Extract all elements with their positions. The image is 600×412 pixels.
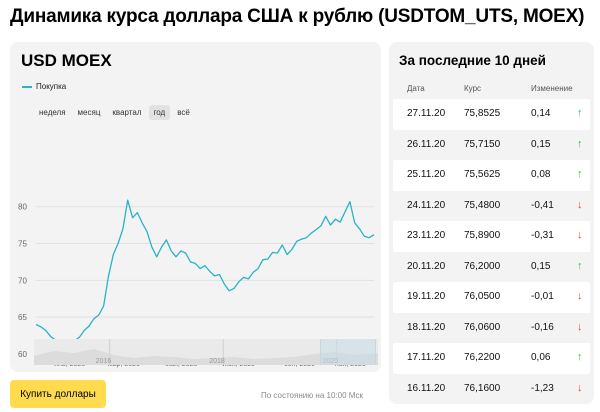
arrow-down-icon: ↓ — [577, 229, 583, 241]
last-10-days-card: За последние 10 дней Дата Курс Изменение… — [389, 42, 594, 404]
table-row: 23.11.20 75,8900 -0,31 ↓ — [393, 221, 590, 252]
row-change: -0,16 — [531, 321, 554, 333]
navigator-year-label: 2016 — [96, 358, 112, 365]
row-date: 18.11.20 — [407, 321, 446, 333]
table-row: 19.11.20 76,0500 -0,01 ↓ — [393, 282, 590, 313]
row-date: 16.11.20 — [407, 382, 446, 394]
chart-title: USD MOEX — [21, 51, 112, 70]
arrow-down-icon: ↓ — [577, 320, 583, 333]
row-change: 0,08 — [531, 169, 551, 180]
row-rate: 75,8900 — [464, 230, 501, 241]
y-tick-label: 75 — [18, 240, 27, 249]
arrow-up-icon: ↑ — [577, 259, 583, 272]
period-selector: неделя месяц квартал год всё — [34, 105, 195, 120]
row-rate: 75,4800 — [464, 199, 501, 211]
navigator-area — [34, 349, 378, 365]
row-change: 0,06 — [531, 352, 551, 363]
table-row: 17.11.20 76,2200 0,06 ↑ — [393, 343, 590, 374]
period-month[interactable]: месяц — [77, 108, 101, 117]
row-date: 25.11.20 — [407, 169, 446, 180]
table-row: 27.11.20 75,8525 0,14 ↑ — [393, 99, 590, 130]
row-date: 17.11.20 — [407, 352, 446, 363]
arrow-up-icon: ↑ — [577, 137, 583, 150]
y-tick-label: 60 — [18, 350, 27, 359]
header-change: Изменение — [531, 84, 573, 93]
table-row: 18.11.20 76,0600 -0,16 ↓ — [393, 313, 590, 344]
navigator-range-handle[interactable] — [320, 339, 376, 365]
y-tick-label: 80 — [18, 203, 27, 212]
period-week[interactable]: неделя — [39, 108, 66, 117]
header-date: Дата — [407, 84, 425, 93]
table-title: За последние 10 дней — [399, 53, 546, 68]
period-all[interactable]: всё — [177, 108, 190, 117]
table-row: 25.11.20 75,5625 0,08 ↑ — [393, 160, 590, 191]
arrow-down-icon: ↓ — [577, 198, 583, 211]
navigator-year-label: 2018 — [209, 358, 225, 365]
y-tick-label: 65 — [18, 313, 27, 322]
period-year[interactable]: год — [148, 105, 171, 120]
y-tick-label: 70 — [18, 276, 27, 285]
row-change: 0,15 — [531, 138, 551, 150]
row-date: 19.11.20 — [407, 291, 446, 302]
arrow-up-icon: ↑ — [577, 168, 583, 180]
usd-line-chart[interactable]: 6065707580янв, 2020мар, 2020май, 2020июл… — [10, 42, 381, 372]
buy-dollars-button[interactable]: Купить доллары — [10, 380, 106, 408]
table-row: 26.11.20 75,7150 0,15 ↑ — [393, 130, 590, 161]
row-date: 20.11.20 — [407, 260, 446, 272]
row-change: 0,14 — [531, 108, 551, 119]
series-line[interactable] — [35, 199, 375, 348]
row-rate: 76,2000 — [464, 260, 501, 272]
row-change: -0,01 — [531, 291, 554, 302]
arrow-down-icon: ↓ — [577, 290, 583, 302]
row-change: -1,23 — [531, 382, 554, 394]
arrow-up-icon: ↑ — [577, 351, 583, 363]
chart-navigator[interactable]: 201620182020 — [34, 339, 378, 365]
status-text: По состоянию на 10:00 Мск — [261, 391, 364, 400]
row-date: 23.11.20 — [407, 230, 446, 241]
row-rate: 75,5625 — [464, 169, 501, 180]
row-change: -0,41 — [531, 199, 554, 211]
header-rate: Курс — [464, 84, 482, 93]
table-header: Дата Курс Изменение — [389, 82, 594, 98]
row-date: 27.11.20 — [407, 108, 446, 119]
rate-table: 27.11.20 75,8525 0,14 ↑ 26.11.20 75,7150 0,15… — [393, 99, 590, 404]
period-quarter[interactable]: квартал — [112, 108, 142, 117]
row-date: 26.11.20 — [407, 138, 446, 150]
table-row: 16.11.20 76,1600 -1,23 ↓ — [393, 374, 590, 405]
page-title: Динамика курса доллара США к рублю (USDT… — [10, 6, 585, 27]
table-row: 20.11.20 76,2000 0,15 ↑ — [393, 252, 590, 283]
chart-legend[interactable]: Покупка — [22, 82, 66, 91]
row-rate: 76,0500 — [464, 291, 501, 302]
table-row: 24.11.20 75,4800 -0,41 ↓ — [393, 191, 590, 222]
row-rate: 76,0600 — [464, 321, 501, 333]
arrow-down-icon: ↓ — [577, 381, 583, 394]
row-date: 24.11.20 — [407, 199, 446, 211]
row-change: 0,15 — [531, 260, 551, 272]
arrow-up-icon: ↑ — [577, 107, 583, 119]
row-change: -0,31 — [531, 230, 554, 241]
legend-line-icon — [22, 85, 32, 88]
row-rate: 75,8525 — [464, 108, 501, 119]
chart-card: USD MOEX Покупка неделя месяц квартал го… — [10, 42, 381, 372]
legend-label: Покупка — [36, 82, 67, 91]
row-rate: 75,7150 — [464, 138, 501, 150]
row-rate: 76,1600 — [464, 382, 501, 394]
row-rate: 76,2200 — [464, 352, 501, 363]
